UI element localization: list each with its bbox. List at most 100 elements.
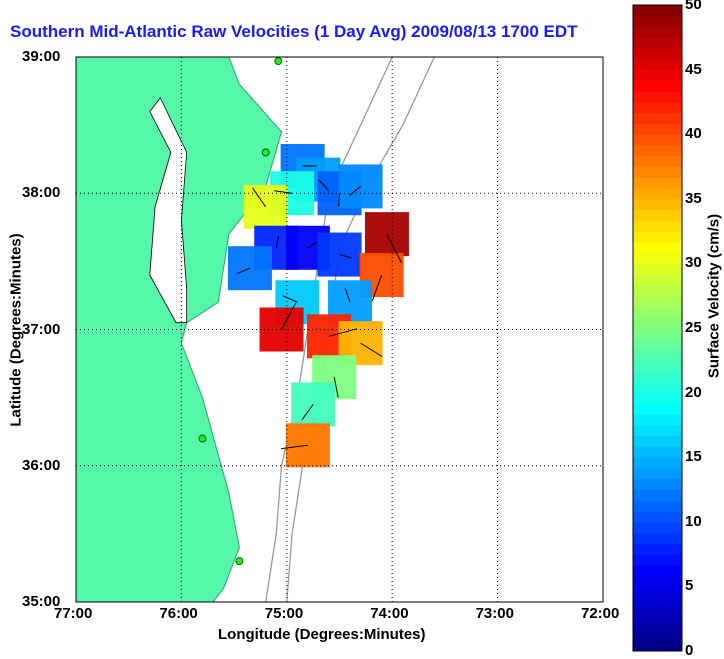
x-tick-label: 73:00 xyxy=(475,605,514,622)
x-axis-label: Longitude (Degrees:Minutes) xyxy=(218,626,426,643)
colorbar-segment xyxy=(633,489,682,501)
colorbar-tick-label: 10 xyxy=(685,512,702,530)
colorbar-segment xyxy=(633,263,682,275)
velocity-arrow xyxy=(371,274,383,302)
colorbar-segment xyxy=(633,231,682,243)
colorbar-tick-label: 40 xyxy=(685,125,702,143)
x-tick-label: 74:00 xyxy=(370,605,409,622)
x-tick-label: 77:00 xyxy=(54,605,93,622)
radar-site-marker xyxy=(198,434,207,443)
colorbar-segment xyxy=(633,177,682,189)
velocity-arrow xyxy=(282,295,298,303)
colorbar-segment xyxy=(633,532,682,544)
colorbar-segment xyxy=(633,48,682,60)
colorbar-segment xyxy=(633,521,682,534)
colorbar-segment xyxy=(633,403,682,415)
colorbar-tick-label: 35 xyxy=(685,189,702,207)
colorbar-segment xyxy=(633,360,682,372)
velocity-arrow xyxy=(274,190,293,194)
velocity-arrow xyxy=(281,302,297,330)
x-tick-label: 76:00 xyxy=(159,605,198,622)
colorbar-tick-label: 20 xyxy=(685,383,702,401)
velocity-arrow xyxy=(275,235,280,248)
colorbar-segment xyxy=(633,317,682,329)
colorbar-segment xyxy=(633,91,682,103)
colorbar-segment xyxy=(633,252,682,264)
velocity-arrow xyxy=(236,267,251,275)
chart-title: Southern Mid-Atlantic Raw Velocities (1 … xyxy=(10,22,578,41)
colorbar-segment xyxy=(633,209,682,221)
colorbar-segment xyxy=(633,155,682,167)
colorbar-segment xyxy=(633,274,682,286)
colorbar-segment xyxy=(633,435,682,447)
colorbar-segment xyxy=(633,5,682,17)
colorbar-segment xyxy=(633,123,682,135)
colorbar-segment xyxy=(633,284,682,297)
colorbar-tick-label: 30 xyxy=(685,254,702,272)
colorbar-tick-label: 50 xyxy=(685,0,702,13)
colorbar-segment xyxy=(633,338,682,351)
colorbar-segment xyxy=(633,198,682,211)
colorbar-segment xyxy=(633,328,682,340)
colorbar-segment xyxy=(633,424,682,437)
colorbar-segment xyxy=(633,640,682,652)
colorbar-segment xyxy=(633,371,682,383)
velocity-arrow xyxy=(360,342,383,358)
colorbar-segment xyxy=(633,220,682,232)
chesapeake-bay xyxy=(149,97,188,324)
colorbar-segment xyxy=(633,306,682,318)
velocity-arrow xyxy=(252,187,267,208)
colorbar-segment xyxy=(633,446,682,458)
colorbar-segment xyxy=(633,457,682,469)
velocity-arrow xyxy=(333,377,339,398)
colorbar-segment xyxy=(633,478,682,490)
colorbar-segment xyxy=(633,597,682,609)
velocity-arrow xyxy=(328,328,358,337)
colorbar-segment xyxy=(633,26,682,38)
colorbar-segment xyxy=(633,58,682,71)
colorbar-frame xyxy=(632,4,683,652)
radar-site-marker xyxy=(274,57,283,66)
velocity-arrow xyxy=(301,404,314,421)
y-tick-label: 39:00 xyxy=(22,48,61,65)
velocity-arrow xyxy=(307,241,318,249)
y-tick-label: 36:00 xyxy=(22,456,61,474)
velocity-arrow xyxy=(281,444,308,450)
colorbar-segment xyxy=(633,112,682,124)
colorbar-tick-label: 0 xyxy=(685,642,694,659)
colorbar-tick-label: 45 xyxy=(685,60,702,78)
colorbar-segment xyxy=(633,564,682,577)
colorbar-segment xyxy=(633,467,682,480)
x-tick-label: 72:00 xyxy=(581,605,620,622)
colorbar-segment xyxy=(633,511,682,523)
y-tick-label: 35:00 xyxy=(22,593,61,610)
colorbar-segment xyxy=(633,349,682,361)
colorbar-tick-label: 15 xyxy=(685,448,702,466)
colorbar-segment xyxy=(633,575,682,587)
colorbar-segment xyxy=(633,241,682,254)
colorbar-segment xyxy=(633,618,682,630)
colorbar-segment xyxy=(633,586,682,598)
colorbar-segment xyxy=(633,554,682,566)
velocity-arrow xyxy=(339,254,352,259)
velocity-arrow xyxy=(344,287,351,303)
colorbar-segment xyxy=(633,629,682,641)
radar-site-marker xyxy=(235,557,244,566)
colorbar-segment xyxy=(633,543,682,555)
y-tick-label: 37:00 xyxy=(22,320,61,338)
colorbar-segment xyxy=(633,188,682,200)
colorbar-segment xyxy=(633,295,682,307)
x-tick-label: 75:00 xyxy=(264,605,304,622)
y-tick-label: 38:00 xyxy=(22,184,61,202)
colorbar-segment xyxy=(633,414,682,426)
land-mass xyxy=(75,56,283,603)
colorbar-segment xyxy=(633,381,682,394)
colorbar-segment xyxy=(633,607,682,620)
velocity-arrow xyxy=(348,186,361,196)
colorbar-tick-label: 25 xyxy=(685,319,702,336)
colorbar-segment xyxy=(633,80,682,92)
radar-site-marker xyxy=(261,148,270,157)
plot-frame xyxy=(75,56,604,603)
colorbar-segment xyxy=(633,15,682,28)
